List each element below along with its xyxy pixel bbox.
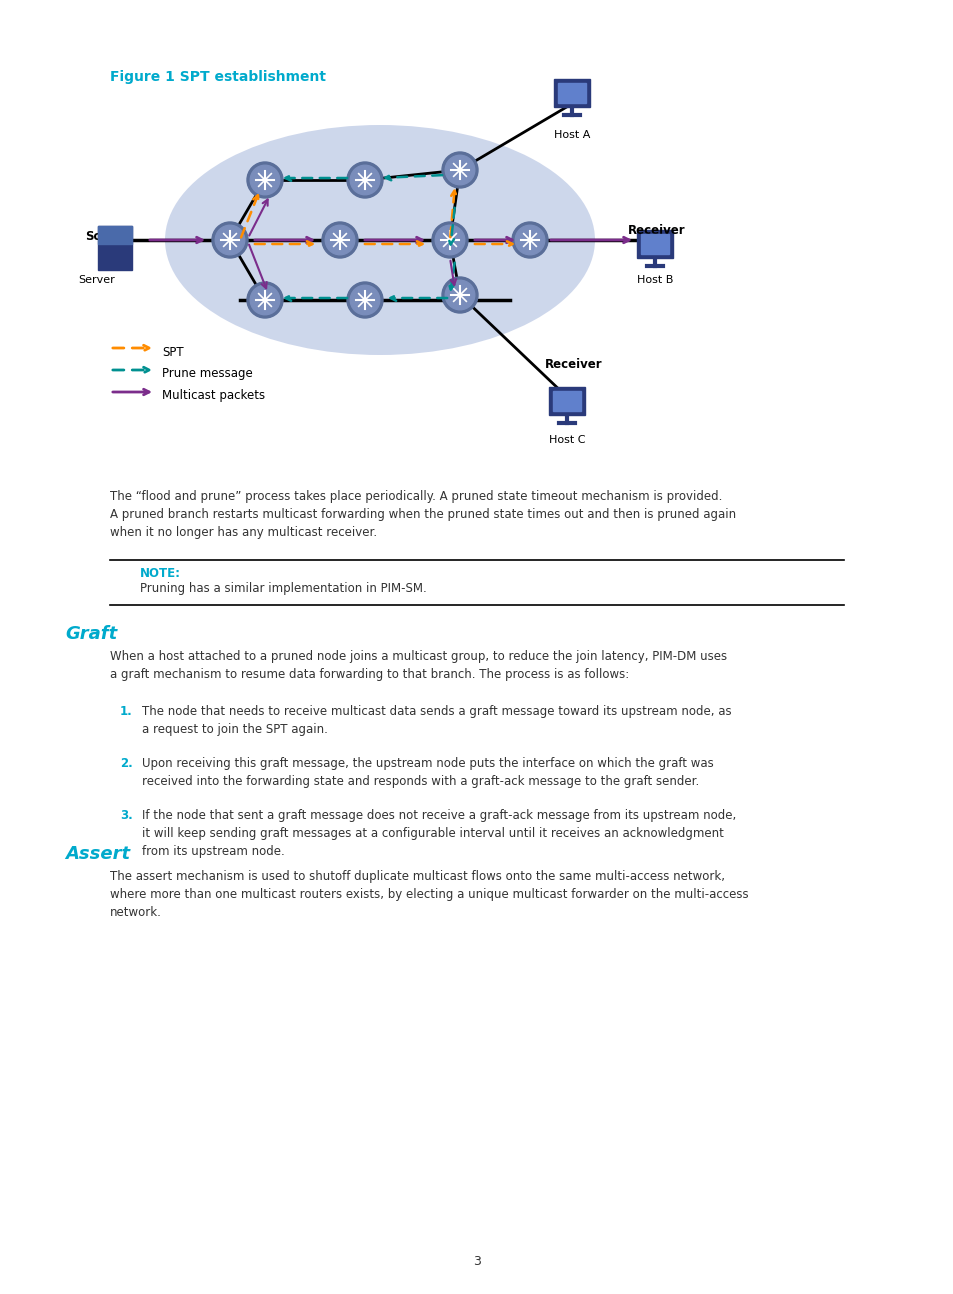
Text: NOTE:: NOTE: — [140, 567, 181, 580]
Text: Upon receiving this graft message, the upstream node puts the interface on which: Upon receiving this graft message, the u… — [142, 757, 713, 788]
Text: Host A: Host A — [554, 129, 590, 140]
Text: Host B: Host B — [637, 276, 673, 285]
Text: If the node that sent a graft message does not receive a graft-ack message from : If the node that sent a graft message do… — [142, 809, 736, 858]
Text: SPT: SPT — [162, 345, 183, 358]
Text: Prune message: Prune message — [162, 367, 253, 380]
Text: When a host attached to a pruned node joins a multicast group, to reduce the joi: When a host attached to a pruned node jo… — [110, 650, 726, 681]
Circle shape — [212, 223, 248, 258]
Text: Receiver: Receiver — [544, 358, 602, 371]
Text: Source: Source — [85, 230, 131, 243]
Text: 3: 3 — [473, 1255, 480, 1268]
Circle shape — [250, 166, 279, 195]
Circle shape — [215, 225, 245, 255]
Circle shape — [322, 223, 357, 258]
Ellipse shape — [165, 126, 595, 355]
Bar — [98, 226, 132, 243]
Circle shape — [441, 151, 477, 188]
Text: The node that needs to receive multicast data sends a graft message toward its u: The node that needs to receive multicast… — [142, 705, 731, 736]
Circle shape — [432, 223, 468, 258]
Text: Figure 1 SPT establishment: Figure 1 SPT establishment — [110, 70, 326, 84]
Text: Pruning has a similar implementation in PIM-SM.: Pruning has a similar implementation in … — [140, 582, 426, 595]
Circle shape — [515, 225, 544, 255]
Bar — [558, 83, 585, 104]
Circle shape — [347, 282, 382, 318]
Circle shape — [350, 166, 379, 195]
Circle shape — [512, 223, 547, 258]
Text: Host C: Host C — [548, 435, 584, 445]
Circle shape — [247, 162, 283, 198]
Circle shape — [325, 225, 355, 255]
Circle shape — [445, 281, 475, 309]
Circle shape — [250, 285, 279, 314]
Bar — [640, 234, 668, 254]
Circle shape — [350, 285, 379, 314]
Text: 2.: 2. — [120, 757, 132, 770]
Bar — [548, 387, 584, 415]
Text: Server: Server — [78, 276, 115, 285]
Bar — [98, 226, 132, 270]
Circle shape — [247, 282, 283, 318]
Bar — [553, 391, 580, 411]
Circle shape — [445, 155, 475, 185]
Circle shape — [347, 162, 382, 198]
Bar — [554, 79, 589, 107]
Text: Graft: Graft — [65, 625, 117, 643]
Text: Receiver: Receiver — [627, 224, 685, 237]
Circle shape — [441, 277, 477, 313]
Text: The “flood and prune” process takes place periodically. A pruned state timeout m: The “flood and prune” process takes plac… — [110, 490, 736, 540]
Text: 1.: 1. — [120, 705, 132, 718]
Bar — [637, 230, 672, 258]
Text: Multicast packets: Multicast packets — [162, 389, 265, 402]
Text: 3.: 3. — [120, 809, 132, 822]
Text: The assert mechanism is used to shutoff duplicate multicast flows onto the same : The assert mechanism is used to shutoff … — [110, 870, 748, 919]
Text: Assert: Assert — [65, 845, 130, 863]
Circle shape — [435, 225, 464, 255]
